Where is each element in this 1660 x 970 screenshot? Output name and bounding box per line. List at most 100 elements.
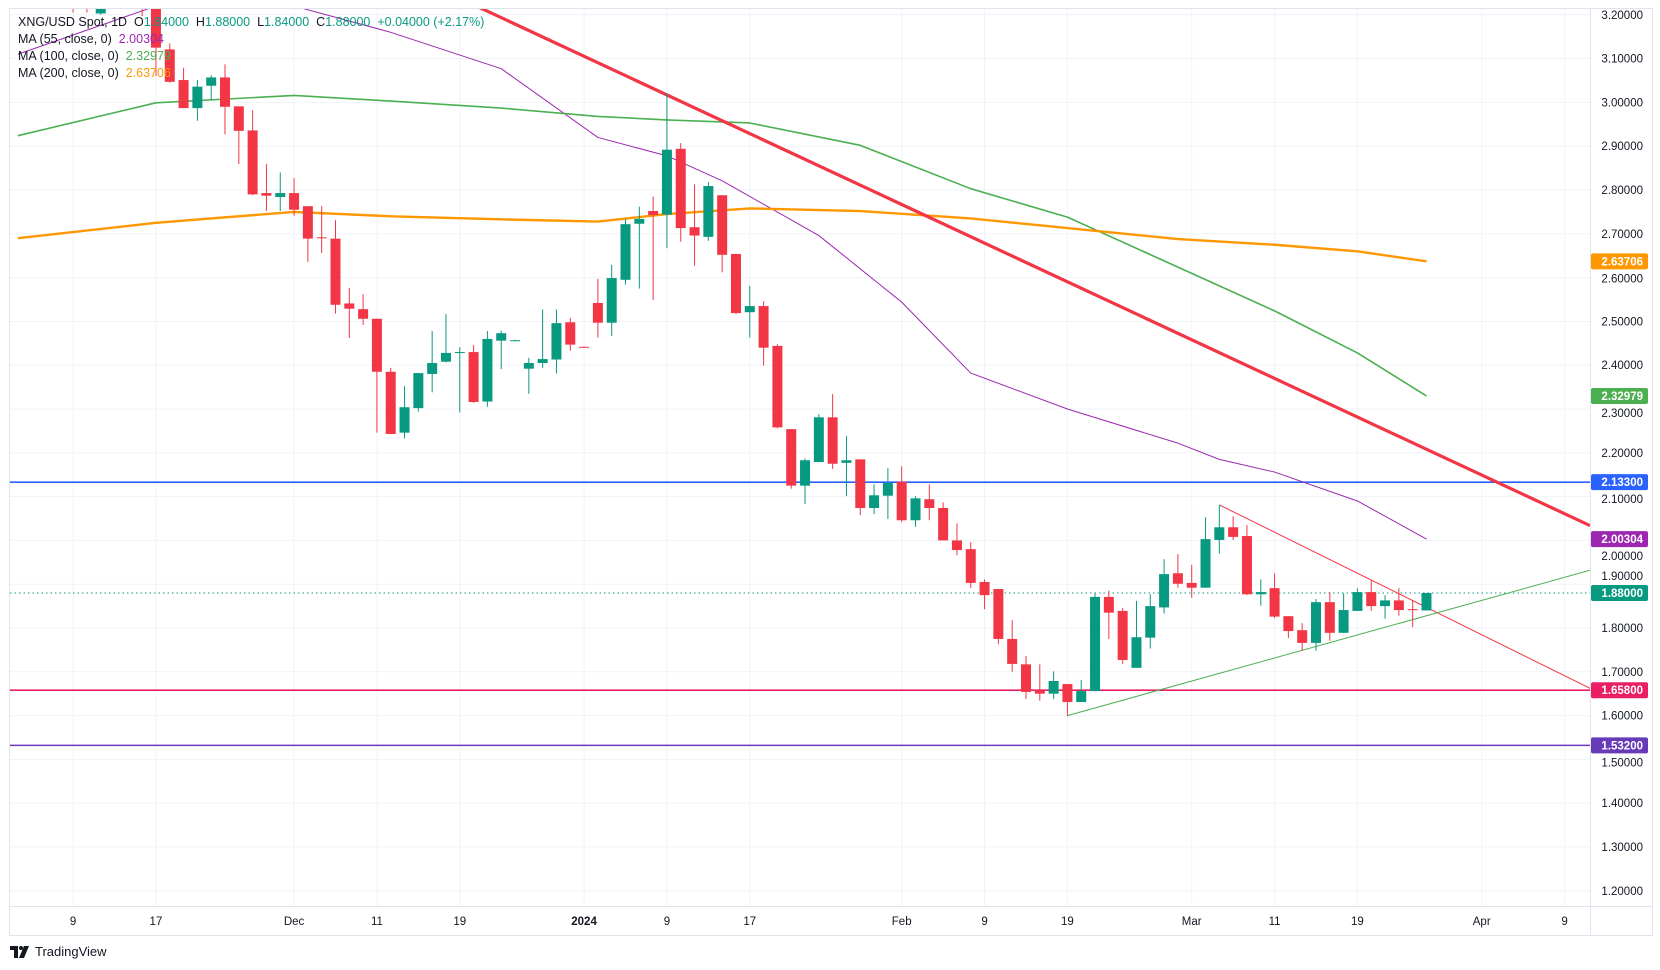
candle[interactable] (220, 64, 231, 135)
candle[interactable] (1007, 620, 1018, 672)
candle[interactable] (385, 367, 396, 434)
candle[interactable] (496, 330, 507, 370)
candle[interactable] (1338, 593, 1349, 633)
candle[interactable] (1241, 525, 1252, 596)
candle[interactable] (634, 206, 645, 289)
candle[interactable] (1324, 592, 1335, 641)
candle[interactable] (1076, 680, 1087, 703)
candle[interactable] (620, 218, 631, 285)
candle[interactable] (869, 484, 880, 515)
candle[interactable] (178, 67, 189, 109)
candle[interactable] (661, 93, 672, 249)
candle[interactable] (164, 43, 175, 83)
candle[interactable] (1090, 592, 1101, 692)
candle[interactable] (1131, 600, 1142, 668)
candle[interactable] (703, 182, 714, 241)
candle[interactable] (1117, 607, 1128, 664)
moving-average-line[interactable] (17, 6, 1427, 540)
candle[interactable] (744, 285, 755, 338)
candle[interactable] (261, 164, 272, 212)
candle[interactable] (1393, 588, 1404, 616)
candle[interactable] (979, 579, 990, 610)
candle[interactable] (579, 346, 590, 348)
candle[interactable] (399, 386, 410, 439)
candle[interactable] (1214, 504, 1225, 554)
trendline[interactable] (10, 0, 1590, 528)
candle[interactable] (537, 309, 548, 368)
candle[interactable] (316, 206, 327, 254)
candle[interactable] (110, 0, 120, 6)
candle[interactable] (965, 542, 976, 589)
candle[interactable] (1407, 600, 1418, 628)
candle[interactable] (482, 331, 493, 407)
candle[interactable] (1228, 516, 1239, 540)
candle[interactable] (1352, 588, 1363, 611)
candle[interactable] (1186, 564, 1197, 598)
tradingview-logo[interactable]: TradingView (10, 944, 107, 959)
candle[interactable] (551, 309, 562, 374)
candle[interactable] (800, 458, 811, 505)
plot-area[interactable] (10, 0, 1590, 747)
candle[interactable] (427, 331, 438, 393)
candle[interactable] (675, 143, 686, 242)
candle[interactable] (344, 288, 355, 339)
candle[interactable] (1172, 553, 1183, 588)
candle[interactable] (717, 195, 728, 273)
candle[interactable] (951, 523, 962, 556)
candle[interactable] (896, 466, 907, 523)
candle[interactable] (758, 301, 769, 366)
candle[interactable] (730, 253, 741, 314)
candle[interactable] (565, 317, 576, 351)
candle[interactable] (150, 0, 161, 77)
candle[interactable] (924, 484, 935, 521)
candle[interactable] (206, 75, 217, 100)
candle[interactable] (1311, 599, 1321, 651)
moving-average-line[interactable] (17, 207, 1427, 263)
candle[interactable] (1034, 664, 1045, 701)
candle[interactable] (1020, 656, 1031, 699)
candle[interactable] (1297, 623, 1308, 651)
candle[interactable] (592, 278, 603, 338)
candle[interactable] (993, 589, 1004, 645)
candle[interactable] (938, 502, 949, 541)
candle[interactable] (1145, 594, 1156, 649)
trendline[interactable] (1219, 504, 1590, 689)
legend-ma55[interactable]: MA (55, close, 0) 2.00304 (18, 31, 484, 48)
candle[interactable] (247, 110, 258, 196)
candle[interactable] (95, 0, 106, 15)
candle[interactable] (606, 264, 617, 336)
candle[interactable] (289, 178, 300, 216)
candle[interactable] (827, 394, 838, 470)
candle[interactable] (855, 459, 866, 515)
legend-ma100[interactable]: MA (100, close, 0) 2.32979 (18, 48, 484, 65)
candle[interactable] (1103, 590, 1114, 639)
candle[interactable] (1269, 573, 1280, 618)
candle[interactable] (1283, 616, 1294, 639)
candle[interactable] (358, 294, 369, 325)
candle[interactable] (772, 344, 783, 429)
candle[interactable] (1380, 595, 1391, 619)
candle[interactable] (454, 347, 465, 413)
candle[interactable] (1062, 684, 1073, 717)
candle[interactable] (413, 373, 424, 412)
candle[interactable] (192, 80, 203, 121)
candle[interactable] (882, 468, 893, 519)
candle[interactable] (910, 496, 921, 527)
candle[interactable] (330, 220, 341, 314)
candle[interactable] (371, 318, 382, 433)
price-axis[interactable]: 3.20000 3.10000 3.00000 2.90000 2.80000 2.700… (1601, 10, 1643, 898)
moving-average-line[interactable] (17, 94, 1427, 397)
time-axis[interactable]: 9 17 Dec 11 19 2024 9 17 Feb 9 19 Mar 11 19 Apr 9 (70, 916, 1568, 928)
candle[interactable] (1048, 671, 1059, 699)
legend-ma200[interactable]: MA (200, close, 0) 2.63706 (18, 65, 484, 82)
candle[interactable] (1200, 517, 1211, 588)
candle[interactable] (841, 436, 852, 497)
candle[interactable] (1366, 580, 1377, 611)
candle[interactable] (302, 206, 313, 262)
candle[interactable] (1421, 592, 1432, 611)
candle[interactable] (813, 414, 824, 462)
candle[interactable] (510, 339, 521, 342)
candle[interactable] (275, 172, 286, 212)
candle[interactable] (1159, 559, 1170, 614)
